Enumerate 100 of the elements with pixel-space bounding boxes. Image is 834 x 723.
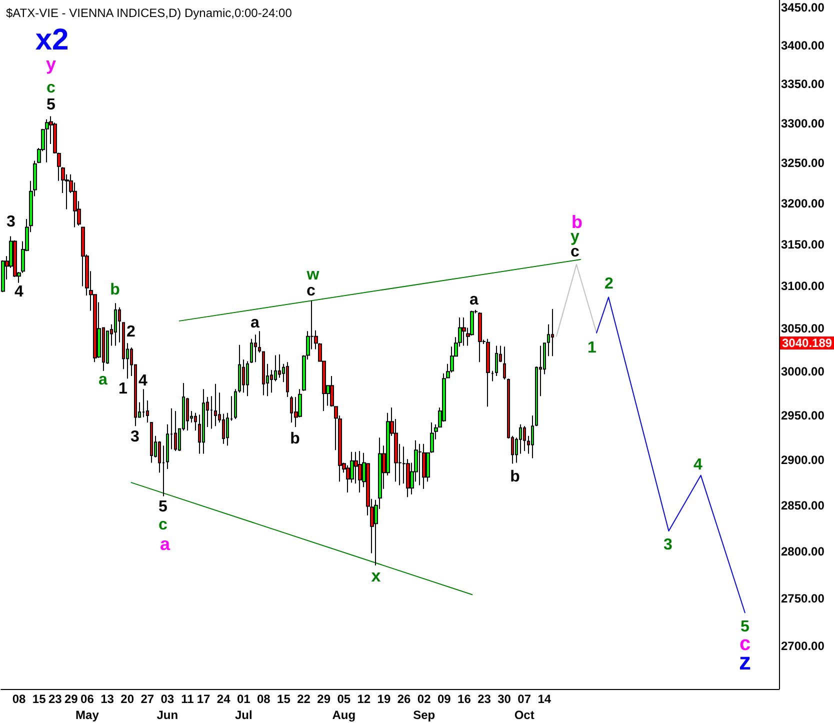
annotation: c <box>306 282 316 300</box>
annotation: 5 <box>158 498 168 516</box>
candlestick <box>495 345 498 377</box>
annotation: b <box>110 282 120 298</box>
candlestick <box>278 354 281 378</box>
x-tick-label: 20 <box>120 692 134 706</box>
text: $ATX-VIE - VIENNA INDICES,D) Dynamic,0:00-24:00 <box>6 6 292 20</box>
x-tick-label: 02 Sep <box>413 692 436 722</box>
y-tick-label: 3350.00 <box>781 77 825 92</box>
candlestick <box>258 330 261 354</box>
line-series <box>596 296 746 614</box>
annotation: a <box>98 372 108 388</box>
y-tick-label: 3100.00 <box>781 279 825 294</box>
x-tick-label: 16 <box>458 692 472 706</box>
y-tick-label: 2900.00 <box>781 453 825 468</box>
annotation: 2 <box>604 276 614 292</box>
annotation: 3 <box>130 428 140 446</box>
candlestick <box>174 410 177 452</box>
candlestick <box>214 383 217 427</box>
x-tick-label: 13 <box>100 692 114 706</box>
x-tick-label: 14 <box>538 692 552 706</box>
candlestick <box>246 360 249 397</box>
x-tick-label: 08 <box>12 692 26 706</box>
candlestick <box>262 351 265 396</box>
x-tick-label: 23 <box>48 692 62 706</box>
y-tick-label: 2950.00 <box>781 408 825 422</box>
annotation: 3 <box>664 536 673 554</box>
annotation: 1 <box>588 340 597 356</box>
annotation: w <box>306 266 320 284</box>
y-tick-label: 3050.00 <box>781 322 825 336</box>
y-tick-label: 3200.00 <box>781 196 825 211</box>
candlestick <box>45 118 49 163</box>
annotation: 1 <box>118 380 128 398</box>
y-tick-label: 3250.00 <box>781 156 825 170</box>
x-tick-label: 26 <box>397 692 412 706</box>
candlestick <box>1 260 5 293</box>
x-tick-label: 09 <box>437 692 452 706</box>
candlestick <box>250 338 253 364</box>
candlestick <box>551 308 554 357</box>
x-tick-label: 27 <box>140 692 154 706</box>
annotation: 5 <box>46 96 56 114</box>
annotation: 4 <box>14 284 24 300</box>
annotation: c <box>158 516 168 534</box>
candlestick <box>486 338 490 408</box>
x-tick-label: 29 <box>317 692 331 706</box>
candlestick <box>462 317 466 346</box>
annotation: y <box>46 54 56 74</box>
candlestick <box>478 312 482 363</box>
annotation: a <box>470 292 479 308</box>
candlestick <box>358 450 362 494</box>
annotation: c <box>46 80 56 96</box>
x-tick-label: 19 <box>377 692 391 706</box>
candlestick <box>286 362 289 398</box>
candlestick <box>523 426 526 452</box>
x-tick-label: 22 <box>297 692 311 706</box>
annotation: 5 <box>740 618 750 636</box>
x-tick-label: 15 <box>32 692 46 706</box>
annotation: 4 <box>694 456 703 474</box>
y-tick-label: 2850.00 <box>781 498 825 512</box>
annotation: a <box>250 314 260 332</box>
x-tick-label: 29 <box>64 692 78 706</box>
candlestick <box>194 412 197 432</box>
annotation: x2 <box>35 24 69 56</box>
x-tick-label: 03 Jun <box>156 692 178 722</box>
y-tick-label: 2800.00 <box>781 544 825 558</box>
candlestick <box>150 422 153 464</box>
candlestick <box>531 414 534 459</box>
annotation: a <box>160 534 171 554</box>
text: 3040.189 <box>782 336 832 350</box>
candlestick <box>418 443 422 486</box>
candlestick <box>491 370 494 382</box>
x-tick-label: 23 <box>478 692 492 706</box>
candlestick <box>210 396 213 430</box>
x-tick-label: 17 <box>196 692 211 706</box>
y-tick-label: 3150.00 <box>781 238 825 252</box>
candlestick <box>254 334 257 363</box>
candlestick <box>503 346 506 380</box>
annotation: b <box>290 430 300 448</box>
x-tick-label: 07 Oct <box>514 692 534 722</box>
y-tick-label: 3400.00 <box>781 38 825 53</box>
x-tick-label: 11 <box>181 692 194 706</box>
x-tick-label: 24 <box>216 692 231 706</box>
x-tick-label: 15 <box>277 692 291 706</box>
x-tick-label: 08 <box>256 692 271 706</box>
y-tick-label: 2750.00 <box>781 591 825 606</box>
annotation: b <box>510 468 520 486</box>
candlestick <box>202 388 205 454</box>
x-tick-label: 01 Jul <box>234 692 252 722</box>
annotation: 2 <box>126 324 136 340</box>
y-tick-label: 3300.00 <box>781 116 825 130</box>
candlestick <box>118 306 121 343</box>
annotation: c <box>739 633 751 655</box>
annotation: 4 <box>138 372 148 390</box>
annotation: x <box>371 566 382 586</box>
candlestick <box>114 302 117 346</box>
x-tick-label: 12 <box>357 692 371 706</box>
annotation: 3 <box>6 214 16 230</box>
y-tick-label: 3000.00 <box>781 364 825 379</box>
x-tick-label: 30 <box>498 692 512 706</box>
y-tick-label: 2700.00 <box>781 639 825 654</box>
